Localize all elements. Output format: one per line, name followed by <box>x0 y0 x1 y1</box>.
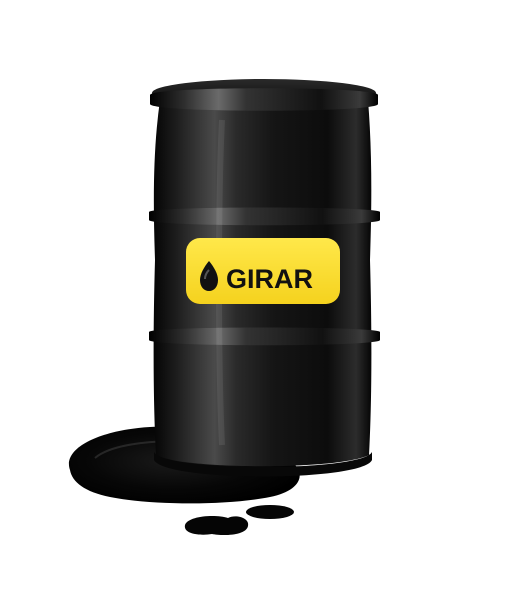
oil-drop-icon-shine <box>204 269 210 280</box>
barrel-hoop-lower <box>149 327 380 346</box>
oil-drop-small <box>246 505 294 519</box>
barrel-top-rim <box>150 88 378 111</box>
barrel-bottom-rim <box>154 452 372 477</box>
brand-label: GIRAR <box>186 238 340 304</box>
oil-barrel: GIRAR <box>149 79 380 477</box>
brand-label-plate <box>186 238 340 304</box>
oil-drop-icon <box>200 261 218 291</box>
oil-drop-medium <box>184 516 249 536</box>
barrel-hoop-upper <box>149 207 380 226</box>
brand-name: GIRAR <box>226 264 313 294</box>
